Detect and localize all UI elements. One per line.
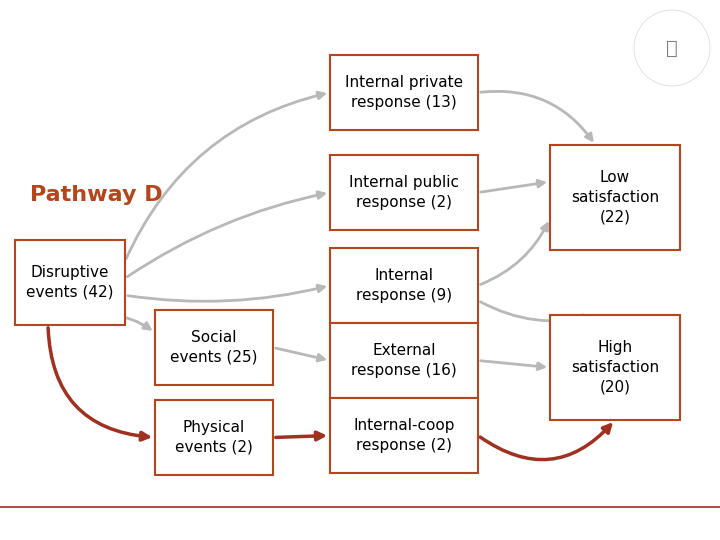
FancyBboxPatch shape <box>15 240 125 325</box>
Text: High
satisfaction
(20): High satisfaction (20) <box>571 340 659 395</box>
FancyBboxPatch shape <box>155 400 273 475</box>
FancyBboxPatch shape <box>330 55 478 130</box>
FancyBboxPatch shape <box>550 145 680 250</box>
Text: Internal public
response (2): Internal public response (2) <box>349 175 459 210</box>
FancyBboxPatch shape <box>550 315 680 420</box>
Text: Internal
response (9): Internal response (9) <box>356 268 452 303</box>
Text: Internal private
response (13): Internal private response (13) <box>345 75 463 110</box>
Text: 🎓: 🎓 <box>666 38 678 57</box>
Text: Physical
events (2): Physical events (2) <box>175 420 253 455</box>
FancyBboxPatch shape <box>155 310 273 385</box>
FancyBboxPatch shape <box>330 323 478 398</box>
Text: Disruptive
events (42): Disruptive events (42) <box>26 265 114 300</box>
Text: Pathway D: Pathway D <box>30 185 163 205</box>
FancyBboxPatch shape <box>330 398 478 473</box>
FancyBboxPatch shape <box>330 248 478 323</box>
Text: Low
satisfaction
(22): Low satisfaction (22) <box>571 170 659 225</box>
Text: External
response (16): External response (16) <box>351 343 457 378</box>
Text: Social
events (25): Social events (25) <box>170 330 258 365</box>
FancyBboxPatch shape <box>330 155 478 230</box>
Text: Internal-coop
response (2): Internal-coop response (2) <box>354 418 455 453</box>
